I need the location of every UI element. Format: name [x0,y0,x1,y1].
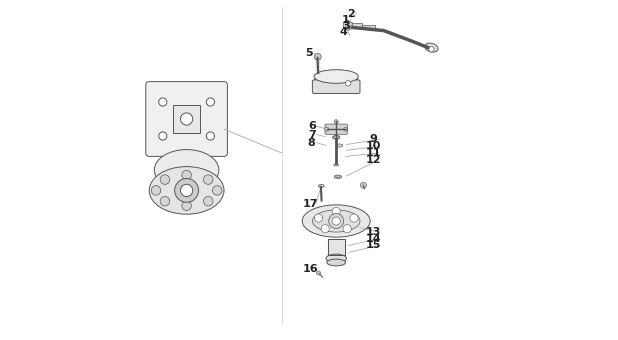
Ellipse shape [302,205,370,237]
Circle shape [160,197,170,206]
Polygon shape [328,239,345,255]
Text: 10: 10 [366,141,381,151]
Circle shape [332,207,341,216]
Text: 3: 3 [342,21,350,31]
Ellipse shape [318,184,324,188]
Ellipse shape [314,70,358,83]
Ellipse shape [425,43,438,52]
Text: 6: 6 [308,121,316,132]
Circle shape [321,225,329,233]
Ellipse shape [314,72,358,91]
Circle shape [180,113,193,125]
Circle shape [315,214,323,222]
Ellipse shape [336,176,340,177]
Text: 14: 14 [366,234,381,244]
Bar [350,23,362,28]
Circle shape [182,201,192,210]
Text: 4: 4 [339,27,347,37]
Circle shape [334,135,338,139]
Text: 7: 7 [308,130,316,140]
Circle shape [151,186,161,195]
Text: 13: 13 [366,227,381,237]
FancyBboxPatch shape [146,82,227,156]
Ellipse shape [327,259,345,266]
Text: 5: 5 [305,48,313,58]
Circle shape [360,182,366,188]
Circle shape [175,178,198,202]
Bar [173,105,200,133]
Circle shape [429,47,434,52]
Text: 15: 15 [366,240,381,251]
Circle shape [345,81,351,86]
Circle shape [160,175,170,184]
Circle shape [180,184,193,197]
Circle shape [329,214,344,228]
FancyBboxPatch shape [313,80,360,94]
Ellipse shape [332,136,340,139]
Ellipse shape [154,150,219,190]
Circle shape [206,132,214,140]
Circle shape [206,98,214,106]
Ellipse shape [337,144,342,147]
Circle shape [203,175,213,184]
Text: 17: 17 [303,199,318,209]
Text: 2: 2 [347,8,355,19]
Text: 11: 11 [366,148,381,158]
Ellipse shape [334,136,339,139]
Circle shape [159,98,167,106]
Ellipse shape [313,210,360,232]
Circle shape [203,197,213,206]
Ellipse shape [149,167,224,214]
Circle shape [332,217,341,225]
FancyBboxPatch shape [325,124,347,134]
Circle shape [324,127,329,131]
Text: 12: 12 [366,155,381,165]
Ellipse shape [326,254,347,262]
Bar [362,25,375,29]
Circle shape [182,170,192,180]
Text: 16: 16 [303,264,318,274]
Ellipse shape [334,175,342,178]
Text: 1: 1 [342,15,350,25]
Text: 9: 9 [370,134,378,144]
Circle shape [316,271,321,275]
Circle shape [343,225,351,233]
Circle shape [344,127,348,131]
Circle shape [315,53,321,60]
Circle shape [334,120,338,124]
Circle shape [350,214,358,222]
Circle shape [159,132,167,140]
Text: 8: 8 [308,138,316,148]
Ellipse shape [334,136,338,138]
Circle shape [213,186,222,195]
Ellipse shape [334,164,339,166]
